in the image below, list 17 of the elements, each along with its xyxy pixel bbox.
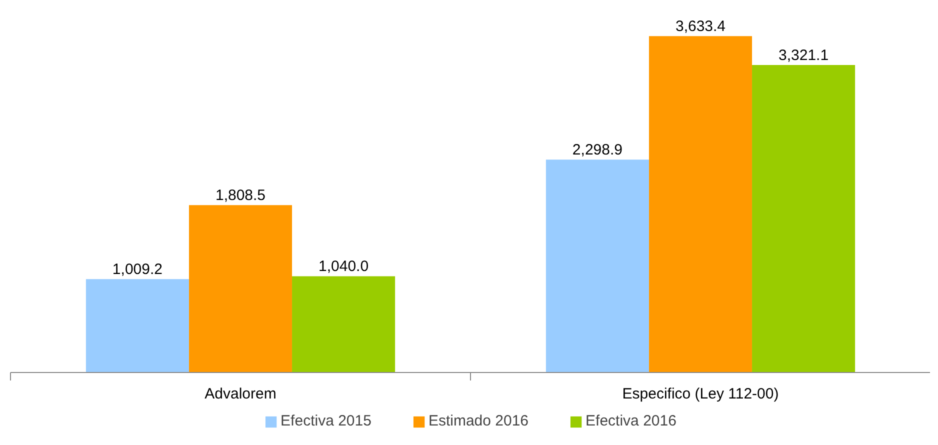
bar — [188, 205, 292, 372]
bar — [292, 276, 396, 372]
data-label: 1,040.0 — [318, 258, 369, 276]
data-label: 1,808.5 — [215, 187, 266, 204]
legend-label: Estimado 2016 — [428, 412, 529, 430]
bar — [648, 36, 752, 372]
data-label: 3,633.4 — [675, 18, 726, 36]
data-label: 1,009.2 — [112, 261, 162, 278]
bar — [546, 160, 649, 372]
x-tick-label: Advalorem — [204, 386, 276, 402]
legend-label: Efectiva 2015 — [280, 412, 372, 430]
legend-label: Efectiva 2016 — [586, 412, 676, 430]
bar — [752, 65, 856, 372]
data-label: 2,298.9 — [572, 142, 622, 159]
bar — [86, 279, 189, 372]
x-tick-label: Especifico (Ley 112-00) — [622, 386, 779, 402]
data-label: 3,321.1 — [778, 47, 829, 64]
